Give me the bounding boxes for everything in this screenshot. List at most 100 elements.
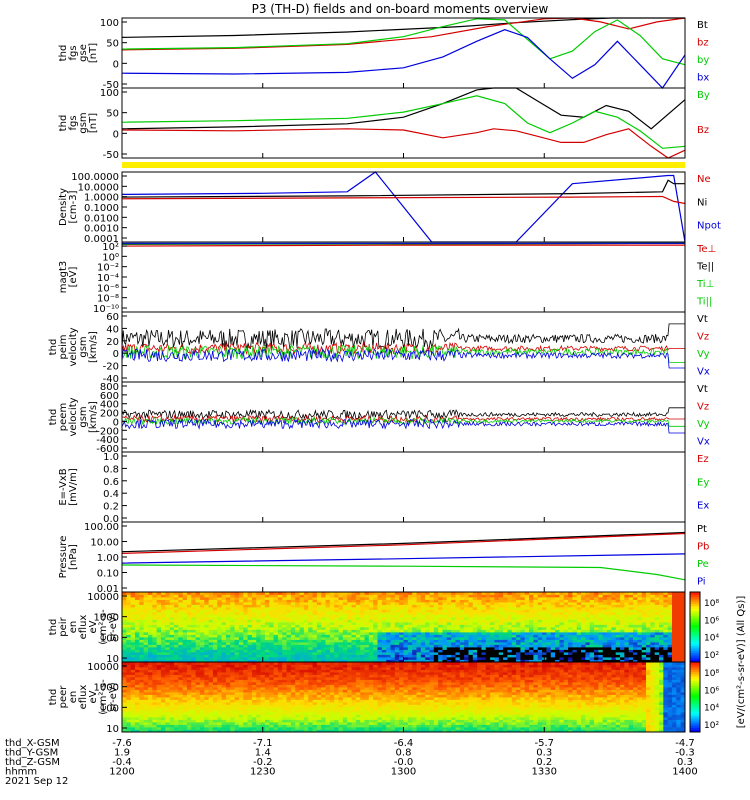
heatmap-cell	[494, 614, 500, 618]
heatmap-cell	[208, 614, 214, 618]
heatmap-cell	[204, 712, 210, 715]
heatmap-cell	[477, 619, 482, 623]
y-tick-label: 20	[106, 337, 119, 348]
heatmap-cell	[663, 637, 669, 640]
heatmap-cell	[572, 612, 578, 615]
heatmap-cell	[260, 639, 266, 643]
heatmap-cell	[234, 622, 240, 625]
heatmap-cell	[143, 682, 149, 685]
heatmap-cell	[221, 649, 227, 653]
heatmap-cell	[264, 727, 270, 730]
heatmap-cell	[503, 609, 508, 613]
heatmap-cell	[503, 659, 508, 663]
heatmap-cell	[134, 669, 140, 673]
heatmap-cell	[221, 647, 227, 650]
heatmap-cell	[290, 624, 296, 628]
heatmap-cell	[130, 604, 136, 608]
heatmap-cell	[342, 592, 348, 595]
heatmap-cell	[156, 714, 162, 718]
heatmap-cell	[134, 599, 140, 603]
heatmap-cell	[338, 647, 344, 650]
heatmap-cell	[247, 592, 253, 595]
heatmap-cell	[221, 642, 227, 645]
heatmap-cell	[420, 627, 426, 630]
heatmap-cell	[130, 602, 136, 605]
heatmap-cell	[139, 724, 145, 728]
heatmap-cell	[186, 599, 192, 603]
heatmap-cell	[472, 634, 478, 638]
heatmap-cell	[459, 619, 465, 623]
heatmap-cell	[429, 612, 435, 615]
heatmap-cell	[490, 644, 495, 648]
heatmap-cell	[134, 614, 140, 618]
heatmap-cell	[269, 627, 274, 630]
heatmap-cell	[394, 592, 400, 595]
heatmap-cell	[459, 644, 465, 648]
heatmap-cell	[243, 614, 248, 618]
heatmap-cell	[650, 652, 656, 655]
heatmap-cell	[615, 592, 621, 595]
heatmap-cell	[338, 607, 344, 610]
heatmap-cell	[641, 592, 647, 595]
heatmap-cell	[169, 657, 175, 660]
heatmap-cell	[234, 714, 240, 718]
heatmap-cell	[264, 614, 270, 618]
heatmap-cell	[186, 612, 192, 615]
heatmap-cell	[598, 592, 604, 595]
heatmap-cell	[217, 697, 223, 700]
heatmap-cell	[191, 612, 197, 615]
heatmap-cell	[147, 652, 153, 655]
heatmap-cell	[199, 599, 205, 603]
heatmap-cell	[173, 724, 179, 728]
heatmap-cell	[355, 642, 361, 645]
heatmap-cell	[139, 662, 145, 665]
heatmap-cell	[563, 654, 569, 658]
heatmap-cell	[152, 729, 158, 733]
heatmap-cell	[208, 694, 214, 698]
heatmap-cell	[204, 659, 210, 663]
heatmap-cell	[221, 662, 227, 665]
heatmap-cell	[186, 607, 192, 610]
heatmap-cell	[308, 659, 313, 663]
heatmap-cell	[273, 594, 279, 598]
y-tick-label: 100.0000	[71, 172, 119, 183]
heatmap-cell	[225, 609, 231, 613]
heatmap-cell	[273, 689, 279, 693]
heatmap-cell	[299, 657, 305, 660]
heatmap-cell	[286, 627, 292, 630]
heatmap-cell	[277, 662, 283, 665]
heatmap-cell	[221, 617, 227, 620]
heatmap-cell	[676, 634, 682, 638]
heatmap-cell	[243, 604, 248, 608]
heatmap-cell	[182, 622, 188, 625]
heatmap-cell	[611, 627, 617, 630]
heatmap-cell	[446, 624, 452, 628]
heatmap-cell	[303, 622, 309, 625]
heatmap-cell	[498, 622, 504, 625]
heatmap-cell	[238, 634, 244, 638]
heatmap-cell	[667, 649, 673, 653]
heatmap-cell	[212, 669, 218, 673]
heatmap-cell	[282, 607, 287, 610]
heatmap-cell	[230, 719, 235, 723]
heatmap-cell	[533, 637, 539, 640]
heatmap-cell	[165, 702, 171, 705]
heatmap-cell	[364, 644, 370, 648]
heatmap-cell	[576, 657, 582, 660]
heatmap-cell	[195, 727, 201, 730]
heatmap-cell	[316, 612, 322, 615]
heatmap-cell	[607, 614, 612, 618]
heatmap-cell	[212, 599, 218, 603]
heatmap-cell	[572, 619, 578, 623]
heatmap-cell	[212, 612, 218, 615]
heatmap-cell	[290, 709, 296, 713]
heatmap-cell	[654, 622, 660, 625]
heatmap-cell	[208, 674, 214, 678]
heatmap-cell	[572, 614, 578, 618]
heatmap-cell	[134, 644, 140, 648]
heatmap-cell	[295, 652, 300, 655]
heatmap-cell	[152, 604, 158, 608]
heatmap-cell	[238, 662, 244, 665]
heatmap-cell	[160, 724, 166, 728]
heatmap-cell	[143, 617, 149, 620]
